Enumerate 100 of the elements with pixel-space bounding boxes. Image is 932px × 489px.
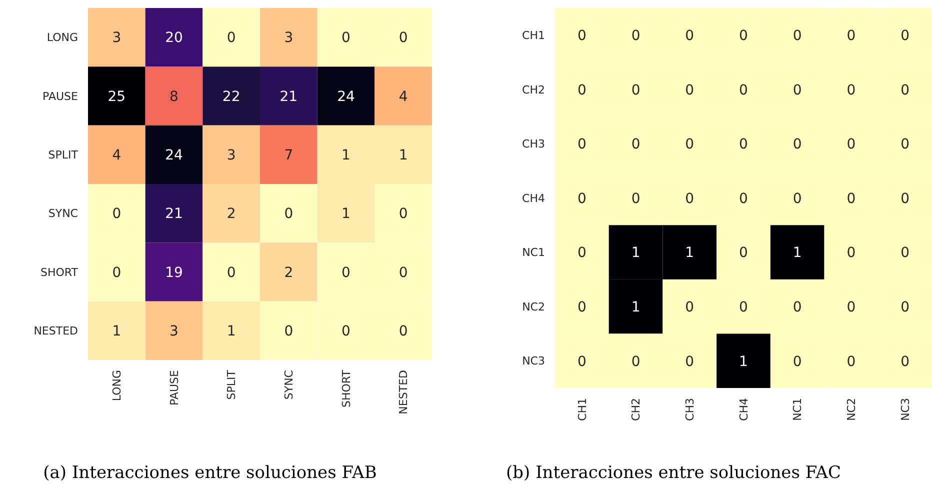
data-label: 21 bbox=[280, 88, 298, 105]
data-label: 0 bbox=[577, 299, 586, 316]
data-label: 0 bbox=[577, 28, 586, 44]
data-label: 0 bbox=[846, 354, 856, 370]
data-label: 0 bbox=[631, 82, 640, 98]
x-tick-label: NC1 bbox=[791, 398, 804, 421]
data-label: 0 bbox=[900, 82, 910, 98]
data-label: 0 bbox=[739, 299, 748, 316]
data-label: 7 bbox=[284, 148, 294, 164]
data-label: 0 bbox=[846, 136, 856, 153]
data-label: 1 bbox=[631, 245, 640, 262]
data-label: 0 bbox=[792, 82, 802, 98]
data-label: 0 bbox=[398, 324, 408, 340]
x-tick-label: CH2 bbox=[630, 398, 643, 421]
data-label: 0 bbox=[577, 190, 586, 207]
data-label: 0 bbox=[792, 299, 802, 316]
x-tick-label: LONG bbox=[110, 370, 124, 402]
y-tick-label: NESTED bbox=[34, 324, 78, 338]
data-label: 0 bbox=[631, 354, 640, 370]
data-label: 0 bbox=[631, 28, 640, 44]
data-label: 1 bbox=[342, 206, 350, 222]
data-label: 1 bbox=[342, 148, 350, 164]
data-label: 0 bbox=[577, 354, 586, 370]
data-label: 0 bbox=[792, 190, 802, 207]
y-tick-label: CH4 bbox=[522, 192, 545, 205]
data-label: 8 bbox=[170, 88, 178, 105]
data-label: 3 bbox=[284, 30, 294, 46]
data-label: 0 bbox=[577, 136, 586, 153]
data-label: 4 bbox=[112, 148, 122, 164]
data-label: 1 bbox=[792, 245, 802, 262]
data-label: 3 bbox=[170, 324, 178, 340]
data-label: 1 bbox=[112, 324, 122, 340]
data-label: 0 bbox=[685, 136, 694, 153]
data-label: 20 bbox=[165, 30, 183, 46]
y-tick-label: NC3 bbox=[522, 354, 545, 368]
data-label: 0 bbox=[685, 299, 694, 316]
data-label: 24 bbox=[337, 88, 355, 105]
data-label: 0 bbox=[739, 190, 748, 207]
data-label: 0 bbox=[900, 354, 910, 370]
y-tick-label: CH3 bbox=[522, 138, 545, 151]
data-label: 1 bbox=[685, 245, 694, 262]
data-label: 0 bbox=[398, 206, 408, 222]
data-label: 3 bbox=[112, 30, 122, 46]
data-label: 2 bbox=[226, 206, 236, 222]
data-label: 0 bbox=[398, 30, 408, 46]
data-label: 0 bbox=[577, 82, 586, 98]
data-label: 22 bbox=[222, 88, 240, 105]
data-label: 1 bbox=[398, 148, 408, 164]
data-label: 0 bbox=[685, 354, 694, 370]
data-label: 0 bbox=[342, 30, 350, 46]
data-label: 0 bbox=[846, 190, 856, 207]
data-label: 2 bbox=[284, 264, 294, 281]
x-tick-label: CH3 bbox=[683, 398, 696, 421]
x-tick-label: PAUSE bbox=[168, 370, 181, 406]
y-tick-label: CH1 bbox=[522, 28, 545, 42]
data-label: 0 bbox=[900, 190, 910, 207]
x-tick-label: CH1 bbox=[576, 398, 589, 421]
y-tick-label: CH2 bbox=[522, 83, 545, 96]
data-label: 0 bbox=[112, 206, 122, 222]
data-label: 0 bbox=[846, 299, 856, 316]
y-tick-label: NC1 bbox=[522, 246, 545, 260]
data-label: 1 bbox=[631, 299, 640, 316]
data-label: 0 bbox=[739, 28, 748, 44]
x-tick-label: SHORT bbox=[340, 370, 353, 408]
data-label: 0 bbox=[846, 28, 856, 44]
data-label: 0 bbox=[226, 30, 236, 46]
data-label: 0 bbox=[900, 299, 910, 316]
x-tick-label: NESTED bbox=[397, 370, 410, 414]
data-label: 0 bbox=[398, 264, 408, 281]
x-tick-label: SYNC bbox=[282, 370, 296, 400]
data-label: 0 bbox=[685, 28, 694, 44]
y-tick-label: LONG bbox=[46, 31, 78, 44]
x-tick-label: NC2 bbox=[845, 398, 858, 421]
y-tick-label: SHORT bbox=[40, 266, 78, 279]
x-tick-label: NC3 bbox=[898, 398, 912, 421]
data-label: 0 bbox=[900, 136, 910, 153]
data-label: 4 bbox=[398, 88, 408, 105]
data-label: 1 bbox=[739, 354, 748, 370]
data-label: 19 bbox=[165, 264, 183, 281]
data-label: 0 bbox=[226, 264, 236, 281]
data-label: 0 bbox=[739, 245, 748, 262]
data-label: 0 bbox=[846, 82, 856, 98]
data-label: 0 bbox=[792, 354, 802, 370]
data-label: 0 bbox=[631, 136, 640, 153]
data-label: 0 bbox=[577, 245, 586, 262]
data-label: 0 bbox=[900, 28, 910, 44]
x-tick-label: SPLIT bbox=[225, 370, 238, 400]
data-label: 21 bbox=[165, 206, 183, 222]
data-label: 0 bbox=[685, 190, 694, 207]
y-tick-label: NC2 bbox=[522, 300, 545, 314]
data-label: 0 bbox=[631, 190, 640, 207]
data-label: 0 bbox=[112, 264, 122, 281]
y-tick-label: SYNC bbox=[48, 207, 78, 220]
data-label: 0 bbox=[900, 245, 910, 262]
data-label: 25 bbox=[108, 88, 126, 105]
data-label: 0 bbox=[739, 82, 748, 98]
x-tick-label: CH4 bbox=[737, 398, 750, 421]
y-tick-label: PAUSE bbox=[42, 90, 78, 103]
data-label: 3 bbox=[226, 148, 236, 164]
data-label: 24 bbox=[165, 148, 183, 164]
